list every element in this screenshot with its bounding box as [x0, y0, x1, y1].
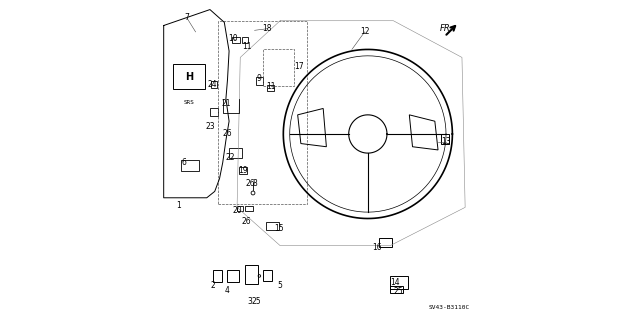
Text: 18: 18: [262, 24, 272, 33]
Bar: [239, 167, 246, 174]
Text: 1: 1: [177, 201, 181, 210]
Bar: [379, 238, 392, 247]
Bar: [218, 21, 307, 204]
Text: 12: 12: [360, 27, 369, 36]
Text: 7: 7: [184, 13, 189, 22]
Bar: [390, 286, 403, 293]
Text: 17: 17: [294, 63, 304, 71]
Text: 10: 10: [228, 34, 238, 43]
Text: 14: 14: [390, 278, 400, 287]
Text: 13: 13: [441, 137, 451, 146]
Bar: [242, 37, 248, 43]
Bar: [173, 64, 205, 89]
Text: 19: 19: [239, 166, 248, 175]
Bar: [441, 134, 449, 144]
Text: 6: 6: [182, 158, 187, 167]
Bar: [211, 81, 217, 88]
Bar: [213, 270, 222, 282]
Bar: [256, 77, 263, 85]
Bar: [229, 148, 242, 158]
Bar: [227, 270, 239, 282]
Text: 26: 26: [245, 179, 255, 188]
Text: 5: 5: [278, 281, 283, 290]
Text: H: H: [185, 71, 193, 82]
Bar: [245, 206, 253, 211]
Bar: [181, 160, 199, 171]
Bar: [390, 276, 408, 289]
Text: SV43-B3110C: SV43-B3110C: [429, 305, 470, 310]
Text: 26: 26: [242, 217, 252, 226]
Text: 15: 15: [274, 224, 284, 233]
Text: FR.: FR.: [440, 24, 453, 33]
Text: 21: 21: [221, 99, 230, 108]
Bar: [262, 49, 294, 86]
Bar: [237, 206, 243, 211]
Bar: [210, 108, 218, 116]
Text: 22: 22: [226, 153, 236, 162]
Text: 2: 2: [211, 281, 216, 290]
Text: SRS: SRS: [184, 100, 195, 105]
Bar: [262, 270, 271, 281]
Text: 3: 3: [248, 297, 252, 306]
Text: 11: 11: [242, 42, 252, 51]
Bar: [245, 265, 258, 284]
Text: 25: 25: [252, 297, 261, 306]
Text: 11: 11: [266, 82, 275, 91]
Text: 16: 16: [372, 243, 382, 252]
Text: 25: 25: [394, 287, 403, 296]
Text: 26: 26: [222, 130, 232, 138]
Text: 4: 4: [225, 286, 230, 295]
Bar: [268, 85, 274, 91]
Bar: [232, 37, 240, 43]
Text: 8: 8: [252, 179, 257, 188]
Text: 24: 24: [207, 80, 217, 89]
Text: 20: 20: [232, 206, 242, 215]
Text: 9: 9: [257, 74, 262, 83]
Text: 23: 23: [205, 122, 215, 130]
Bar: [266, 222, 278, 230]
